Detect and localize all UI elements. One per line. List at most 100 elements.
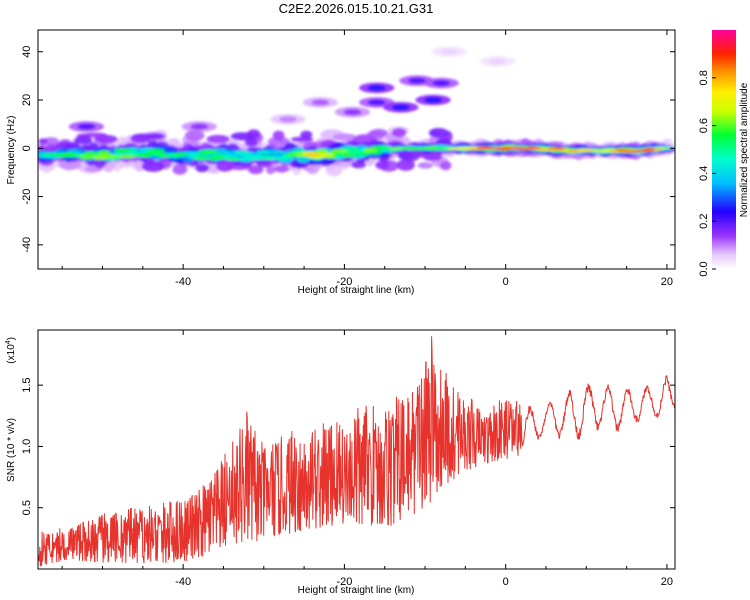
y-tick-label: 1.5 bbox=[21, 378, 33, 393]
spectral-cell bbox=[93, 134, 118, 144]
spectral-cell bbox=[224, 157, 241, 161]
spectral-cell bbox=[428, 127, 449, 138]
colorbar-tick-label: 0.2 bbox=[698, 214, 710, 229]
spectral-cell bbox=[186, 151, 200, 156]
snr-x-label: Height of straight line (km) bbox=[298, 585, 415, 596]
spectrogram-y-label: Frequency (Hz) bbox=[6, 116, 17, 185]
spectral-cell bbox=[535, 147, 552, 151]
spectrogram-x-label: Height of straight line (km) bbox=[298, 285, 415, 296]
spectral-cell bbox=[485, 147, 504, 150]
snr-y-scale-close: ) bbox=[6, 337, 17, 340]
spectral-cell bbox=[147, 133, 165, 140]
snr-y-scale-base: (x10 bbox=[6, 344, 17, 364]
spectral-cell bbox=[74, 136, 93, 145]
colorbar-tick-label: 0.0 bbox=[698, 261, 710, 276]
spectral-cell bbox=[615, 149, 631, 152]
spectral-cell bbox=[304, 152, 321, 157]
spectral-cell bbox=[233, 150, 250, 156]
spectrogram-plot: -40 -20 0 20 -40 -20 0 20 40 Height of straight… bbox=[6, 29, 676, 296]
spectral-cell bbox=[207, 156, 223, 161]
y-tick-label: 0.5 bbox=[21, 500, 33, 515]
spectral-cell bbox=[260, 155, 276, 160]
spectral-cell bbox=[632, 149, 650, 153]
spectral-cell bbox=[388, 147, 405, 151]
spectral-cell bbox=[510, 147, 524, 150]
spectral-cell bbox=[117, 154, 136, 159]
y-tick-label: 0 bbox=[21, 145, 33, 151]
x-tick-label: -40 bbox=[175, 276, 191, 288]
spectral-cell bbox=[195, 163, 210, 173]
spectrogram-frame bbox=[37, 29, 676, 270]
colorbar-tick-label: 0.8 bbox=[698, 70, 710, 85]
x-tick-label: -20 bbox=[336, 276, 352, 288]
spectral-cell bbox=[527, 146, 542, 149]
spectral-cell bbox=[149, 148, 165, 154]
colorbar-ticks: 0.0 0.2 0.4 0.6 0.8 bbox=[698, 70, 716, 277]
spectral-cell bbox=[244, 138, 258, 147]
spectral-cell bbox=[273, 165, 290, 173]
spectrogram-heat-layer bbox=[38, 46, 675, 177]
snr-x-ticks: -40 -20 0 20 bbox=[61, 330, 673, 588]
snr-y-label: SNR (10 * v/v) bbox=[6, 418, 17, 482]
spectral-cell bbox=[300, 130, 313, 139]
spectrogram-x-ticks: -40 -20 0 20 bbox=[61, 30, 673, 288]
spectral-cell bbox=[343, 109, 362, 116]
spectral-cell bbox=[274, 156, 289, 161]
spectral-cell bbox=[230, 132, 255, 141]
spectral-cell bbox=[547, 147, 566, 151]
spectral-cell bbox=[439, 160, 452, 171]
spectral-cell bbox=[643, 147, 656, 151]
spectral-cell bbox=[452, 147, 466, 150]
colorbar-tick-label: 0.4 bbox=[698, 166, 710, 181]
spectral-cell bbox=[417, 162, 433, 169]
spectral-cell bbox=[315, 149, 328, 155]
spectral-cell bbox=[141, 160, 165, 172]
spectral-cell bbox=[58, 159, 81, 170]
spectral-cell bbox=[566, 150, 582, 153]
spectral-cell bbox=[172, 164, 188, 175]
spectral-cell bbox=[346, 147, 359, 152]
spectral-cell bbox=[279, 116, 297, 123]
snr-frame bbox=[37, 329, 676, 570]
spectral-cell bbox=[396, 159, 415, 171]
spectral-cell bbox=[363, 148, 378, 153]
snr-y-ticks: 0.5 1.0 1.5 bbox=[21, 378, 675, 515]
spectral-cell bbox=[92, 155, 107, 161]
figure-title: C2E2.2026.015.10.21.G31 bbox=[279, 1, 434, 16]
spectral-cell bbox=[272, 130, 285, 141]
spectrogram-y-ticks: -40 -20 0 20 40 bbox=[21, 46, 675, 253]
x-tick-label: -20 bbox=[336, 576, 352, 588]
spectral-cell bbox=[255, 150, 272, 155]
spectral-cell bbox=[311, 99, 330, 106]
spectral-cell bbox=[184, 130, 205, 142]
colorbar-label: Normalized spectral amplitude bbox=[739, 82, 750, 217]
spectral-cell bbox=[341, 152, 355, 158]
spectral-cell bbox=[440, 48, 459, 55]
colorbar-gradient bbox=[712, 30, 736, 269]
y-tick-label: 40 bbox=[21, 46, 33, 58]
x-tick-label: 0 bbox=[503, 576, 509, 588]
colorbar: 0.0 0.2 0.4 0.6 0.8 Normalized spectral ampl… bbox=[698, 30, 750, 277]
spectral-cell bbox=[391, 104, 410, 111]
snr-plot: -40 -20 0 20 0.5 1.0 1.5 Height of straight l… bbox=[5, 329, 676, 596]
spectral-cell bbox=[38, 138, 48, 146]
snr-series-line bbox=[38, 336, 675, 567]
spectral-cell bbox=[216, 161, 234, 172]
x-tick-label: 20 bbox=[661, 576, 673, 588]
spectral-cell bbox=[61, 152, 76, 158]
spectral-cell bbox=[98, 150, 111, 155]
x-tick-label: 20 bbox=[661, 276, 673, 288]
spectral-cell bbox=[206, 134, 230, 144]
spectral-cell bbox=[408, 77, 426, 84]
x-tick-label: -40 bbox=[175, 576, 191, 588]
y-tick-label: -40 bbox=[21, 237, 33, 253]
spectral-cell bbox=[194, 155, 210, 160]
snr-y-scale-exponent: 4 bbox=[5, 340, 12, 344]
spectral-cell bbox=[424, 96, 442, 104]
spectral-cell bbox=[79, 154, 94, 160]
spectral-cell bbox=[432, 80, 451, 87]
x-tick-label: 0 bbox=[503, 276, 509, 288]
spectral-cell bbox=[351, 151, 371, 156]
spectral-cell bbox=[241, 156, 260, 161]
